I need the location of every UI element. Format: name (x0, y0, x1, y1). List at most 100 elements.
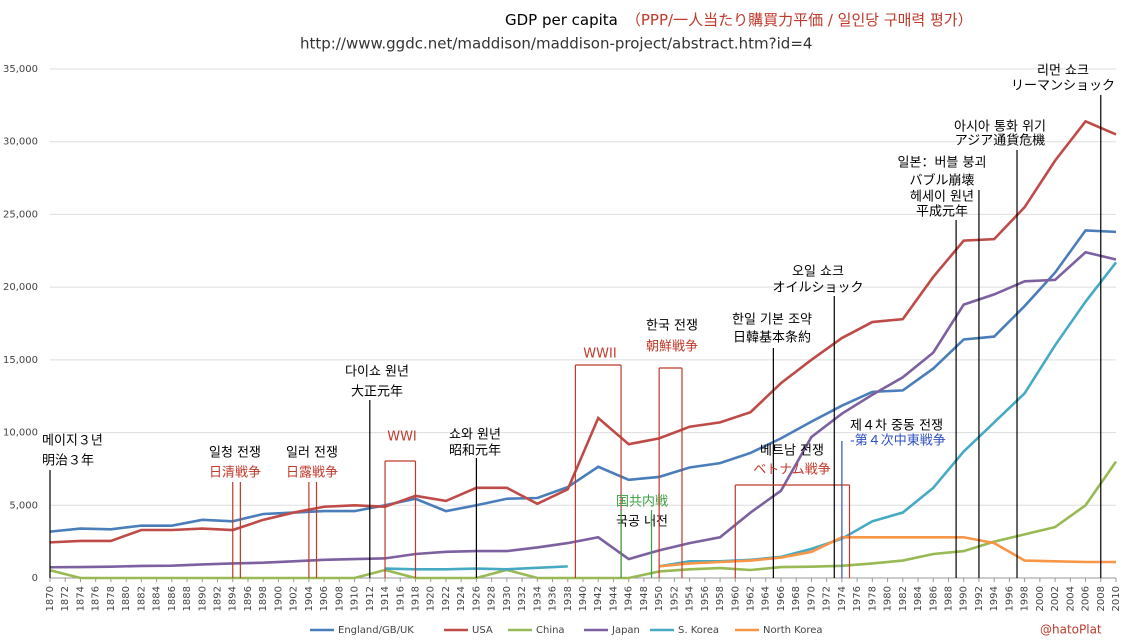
x-tick-label: 1922 (441, 586, 452, 611)
x-tick-label: 2010 (1111, 586, 1122, 611)
x-tick-label: 1888 (182, 586, 193, 611)
annotation-text: 昭和元年 (449, 444, 501, 459)
x-tick-label: 1940 (578, 586, 589, 611)
x-tick-label: 1958 (715, 586, 726, 611)
legend-label: China (536, 625, 565, 636)
y-tick-label: 35,000 (3, 64, 38, 75)
chart-title-note: （PPP/一人当たり購買力平価 / 일인당 구매력 평가） (626, 11, 973, 29)
x-tick-label: 1880 (121, 586, 132, 611)
legend-label: Japan (611, 625, 640, 636)
x-tick-label: 1956 (700, 586, 711, 611)
x-tick-label: 1904 (304, 586, 315, 611)
x-tick-label: 1900 (273, 586, 284, 611)
series-line (49, 229, 1117, 533)
x-tick-label: 1988 (943, 586, 954, 611)
annotation-text: 일본：버블 붕괴 (898, 156, 987, 171)
x-tick-label: 1908 (334, 586, 345, 611)
x-tick-label: 1972 (822, 586, 833, 611)
x-tick-label: 1926 (471, 586, 482, 611)
x-tick-label: 1928 (487, 586, 498, 611)
series-line (49, 250, 1117, 569)
x-tick-label: 1962 (746, 586, 757, 611)
x-tick-label: 1974 (837, 586, 848, 611)
x-tick-label: 1874 (75, 586, 86, 611)
annotation-text: 쇼와 원년 (449, 428, 501, 443)
annotation-text: アジア通貨危機 (955, 133, 1045, 149)
x-tick-label: 1986 (928, 586, 939, 611)
x-tick-label: 1978 (867, 586, 878, 611)
annotation-text: 오일 쇼크 (792, 265, 844, 280)
x-tick-label: 2006 (1081, 586, 1092, 611)
series-line (49, 460, 1118, 580)
annotation-text: 日露戦争 (286, 466, 338, 481)
y-tick-label: 10,000 (3, 428, 38, 439)
legend-label: North Korea (763, 625, 823, 636)
annotation-text: 한국 전쟁 (646, 319, 698, 334)
legend-label: USA (472, 625, 493, 636)
x-tick-label: 1964 (761, 586, 772, 611)
annotation-text: WWII (583, 347, 616, 362)
annotation-text: 国共内戦 (616, 494, 668, 510)
x-tick-label: 1936 (548, 586, 559, 611)
x-tick-label: 1954 (685, 586, 696, 611)
x-tick-label: 1944 (608, 586, 619, 611)
x-tick-label: 1992 (974, 586, 985, 611)
x-tick-label: 1872 (60, 586, 71, 611)
annotation-text: ベトナム戦争 (753, 463, 831, 478)
x-tick-label: 1998 (1020, 586, 1031, 611)
annotation-text: 아시아 통화 위기 (954, 120, 1046, 135)
y-tick-label: 5,000 (9, 500, 38, 511)
x-tick-label: 1920 (426, 586, 437, 611)
x-tick-label: 1980 (883, 586, 894, 611)
x-tick-label: 1914 (380, 586, 391, 611)
x-tick-label: 1876 (91, 586, 102, 611)
annotation-text: 平成元年 (916, 205, 968, 220)
x-tick-label: 1892 (213, 586, 224, 611)
x-tick-label: 1984 (913, 586, 924, 611)
x-tick-label: 2002 (1050, 586, 1061, 611)
series-line (384, 261, 1118, 571)
annotation-text: 메이지３년 (42, 434, 103, 449)
x-tick-label: 1884 (152, 586, 163, 611)
annotation-text: 다이쇼 원년 (345, 365, 409, 380)
x-tick-label: 1930 (502, 586, 513, 611)
x-tick-label: 1906 (319, 586, 330, 611)
x-tick-label: 1938 (563, 586, 574, 611)
x-tick-label: 1976 (852, 586, 863, 611)
annotation-text: バブル崩壊 (909, 173, 974, 189)
x-tick-label: 1994 (989, 586, 1000, 611)
y-tick-label: 20,000 (3, 282, 38, 293)
x-tick-label: 1948 (639, 586, 650, 611)
y-tick-label: 15,000 (3, 355, 38, 366)
x-tick-label: 1896 (243, 586, 254, 611)
annotation-text: 일러 전쟁 (286, 446, 338, 461)
x-tick-label: 1932 (517, 586, 528, 611)
x-tick-label: 1916 (395, 586, 406, 611)
x-tick-label: 1912 (365, 586, 376, 611)
x-tick-label: 1950 (654, 586, 665, 611)
legend-label: England/GB/UK (338, 625, 414, 636)
legend-label: S. Korea (678, 625, 719, 636)
annotation-text: 大正元年 (351, 385, 403, 400)
chart-title: GDP per capita (505, 11, 618, 29)
annotation-text: 日清戦争 (209, 466, 261, 481)
annotation-text: 헤세이 원년 (910, 190, 974, 205)
annotation-text: 한일 기본 조약 (732, 313, 812, 328)
annotation-text: リーマンショック (1011, 79, 1115, 94)
annotation-text: 朝鮮戦争 (646, 340, 698, 355)
annotation-text: -第４次中東戦争 (850, 433, 946, 449)
x-tick-label: 1970 (806, 586, 817, 611)
y-tick-label: 30,000 (3, 137, 38, 148)
x-tick-label: 1878 (106, 586, 117, 611)
x-tick-label: 1882 (136, 586, 147, 611)
y-tick-label: 25,000 (3, 209, 38, 220)
annotation-text: 국공 내전 (616, 515, 668, 530)
x-tick-label: 1870 (45, 586, 56, 611)
chart-title-group: GDP per capita （PPP/一人当たり購買力平価 / 일인당 구매력 … (505, 11, 973, 29)
annotation-text: 明治３年 (42, 454, 94, 469)
x-tick-label: 1902 (289, 586, 300, 611)
annotation-text: 베트남 전쟁 (760, 444, 824, 459)
x-tick-label: 2000 (1035, 586, 1046, 611)
x-tick-label: 1982 (898, 586, 909, 611)
